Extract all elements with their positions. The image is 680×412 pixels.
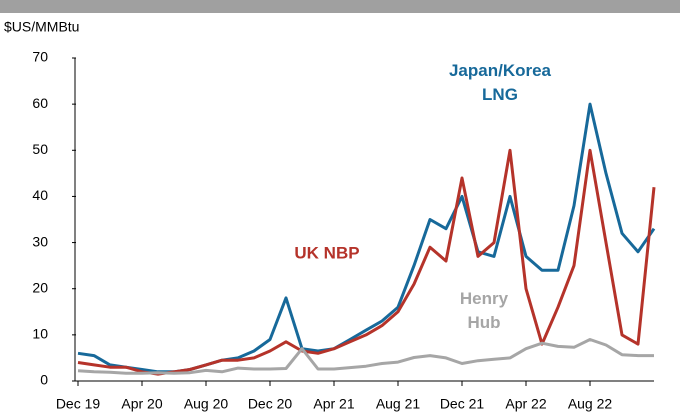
x-tick-label: Apr 20 <box>121 396 162 412</box>
y-tick-label: 0 <box>40 372 48 388</box>
series-label-line: LNG <box>482 85 518 104</box>
y-tick-label: 30 <box>32 233 48 249</box>
series-line <box>77 102 656 374</box>
y-tick-label: 10 <box>32 326 48 342</box>
x-tick-label: Dec 19 <box>56 396 101 412</box>
x-tick-label: Dec 21 <box>440 396 485 412</box>
y-tick-label: 60 <box>32 95 48 111</box>
series-label-line: Henry <box>460 289 509 308</box>
y-tick-label: 70 <box>32 49 48 65</box>
y-axis-label: $US/MMBtu <box>4 19 79 35</box>
series-label: Henry Hub <box>460 289 509 332</box>
series-line <box>77 148 656 376</box>
x-tick-label: Dec 20 <box>248 396 293 412</box>
header-bar <box>0 0 680 13</box>
series-label-line: Japan/Korea <box>449 61 552 80</box>
y-tick-label: 20 <box>32 279 48 295</box>
series-label: UK NBP <box>294 243 359 262</box>
x-tick-label: Aug 22 <box>568 396 613 412</box>
y-tick-label: 40 <box>32 187 48 203</box>
x-tick-label: Apr 22 <box>505 396 546 412</box>
series-label: Japan/Korea LNG <box>449 61 552 104</box>
y-tick-label: 50 <box>32 141 48 157</box>
x-tick-label: Apr 21 <box>313 396 354 412</box>
x-tick-label: Aug 21 <box>376 396 421 412</box>
series-label-line: Hub <box>467 313 500 332</box>
x-tick-label: Aug 20 <box>184 396 229 412</box>
series-line <box>77 338 654 375</box>
